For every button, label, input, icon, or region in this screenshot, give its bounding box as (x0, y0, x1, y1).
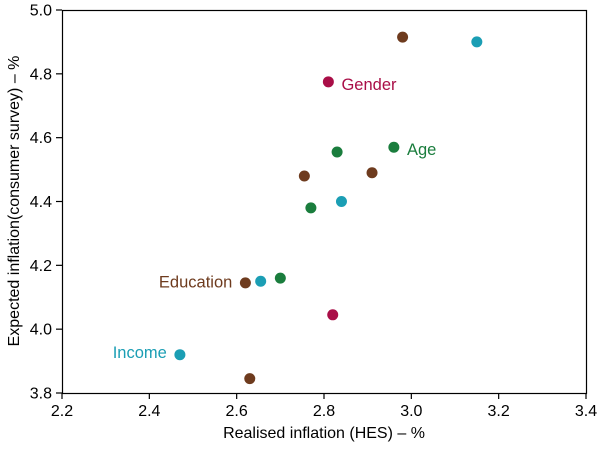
data-point-gender (322, 76, 334, 88)
y-tick-label: 4.8 (30, 66, 52, 83)
series-label-income: Income (113, 344, 167, 362)
data-point-income (471, 36, 483, 48)
data-point-education (239, 277, 251, 289)
y-tick-label: 5.0 (30, 3, 52, 20)
data-point-age (274, 272, 286, 284)
data-point-age (305, 202, 317, 214)
data-point-gender (327, 309, 339, 321)
x-tick-label: 3.0 (400, 403, 422, 420)
x-tick-label: 3.2 (488, 403, 510, 420)
x-tick-label: 2.6 (226, 403, 248, 420)
plot-frame (61, 9, 588, 395)
series-label-age: Age (407, 141, 436, 159)
x-tick-label: 2.8 (313, 403, 335, 420)
data-point-income (255, 275, 267, 287)
data-point-income (174, 349, 186, 361)
x-tick-label: 3.4 (575, 403, 597, 420)
data-point-education (366, 167, 378, 179)
y-tick-label: 4.0 (30, 322, 52, 339)
data-point-education (244, 373, 256, 385)
y-tick-label: 4.6 (30, 130, 52, 147)
y-axis-title: Expected inflation(consumer survey) – % (6, 56, 23, 347)
data-point-age (331, 146, 343, 158)
series-label-education: Education (159, 274, 232, 292)
plot-area: 2.2 2.4 2.6 2.8 3.0 3.2 3.4 3.8 4.0 4.2 4.4 4.6 4.8 5… (30, 3, 597, 421)
x-tick-label: 2.4 (138, 403, 160, 420)
y-tick-label: 4.2 (30, 258, 52, 275)
data-point-education (298, 170, 310, 182)
data-point-education (397, 31, 409, 43)
data-point-income (335, 196, 347, 207)
series-label-gender: Gender (341, 76, 397, 94)
x-tick-label: 2.2 (51, 403, 73, 420)
data-point-age (388, 141, 400, 153)
y-tick-label: 4.4 (30, 194, 52, 211)
x-axis-title: Realised inflation (HES) – % (223, 425, 425, 442)
y-tick-label: 3.8 (30, 386, 52, 403)
